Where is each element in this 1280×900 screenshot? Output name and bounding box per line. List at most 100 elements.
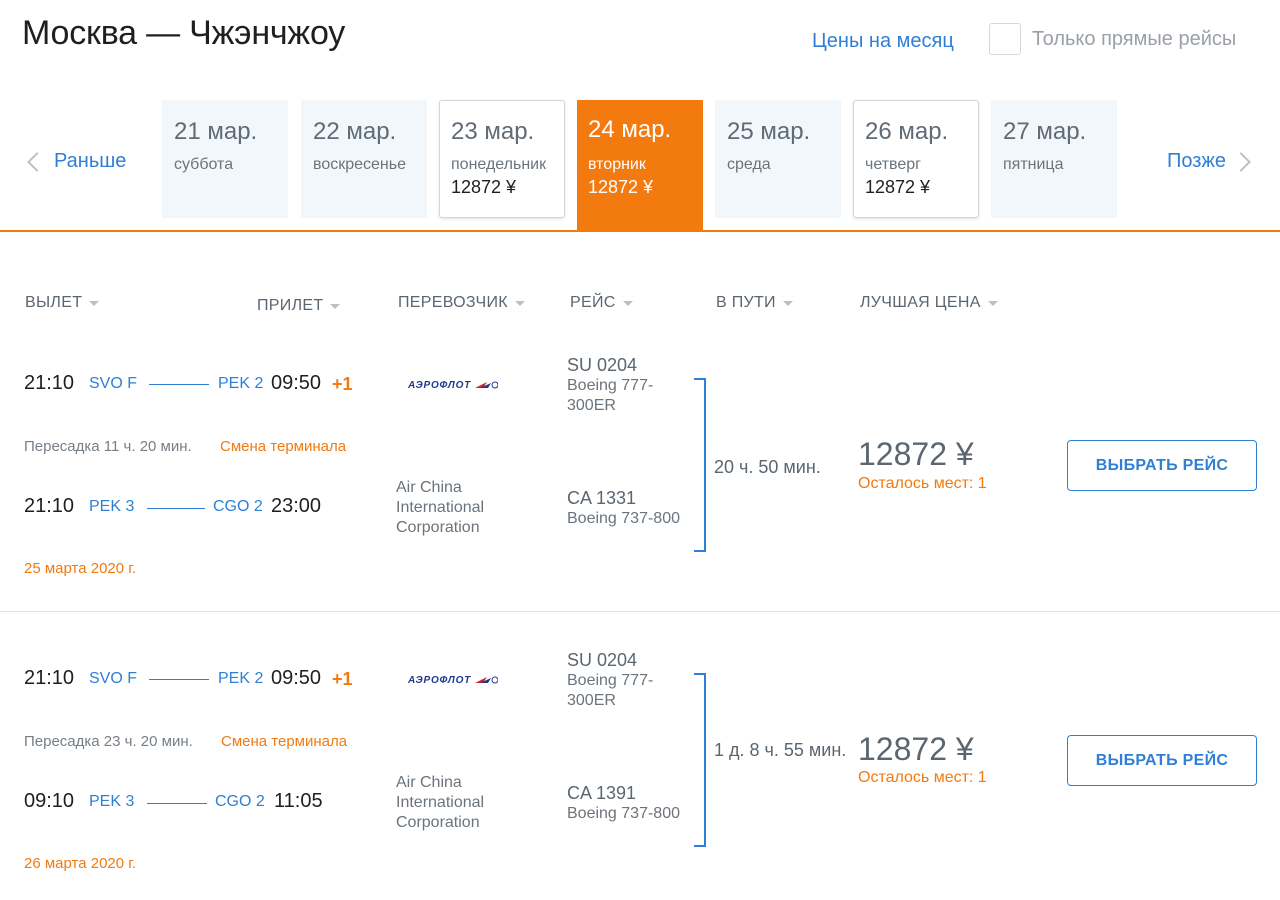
itinerary-bracket <box>694 378 706 552</box>
route-line <box>147 508 205 509</box>
aircraft-type: Boeing 777-300ER <box>567 377 654 414</box>
total-duration: 20 ч. 50 мин. <box>714 457 821 477</box>
sort-departure[interactable]: ВЫЛЕТ <box>25 294 100 312</box>
carrier-name: Air China International Corporation <box>396 479 485 536</box>
earlier-label: Раньше <box>54 150 127 172</box>
flight-number: CA 1331 <box>567 488 637 508</box>
day-tab-24-selected[interactable]: 24 мар. вторник 12872 ¥ <box>577 100 703 231</box>
day-weekday: понедельник <box>451 156 547 173</box>
sort-carrier[interactable]: ПЕРЕВОЗЧИК <box>398 294 525 312</box>
day-date: 22 мар. <box>313 118 397 145</box>
aeroflot-logo: АЭРОФЛОТ <box>408 672 518 688</box>
aircraft-type: Boeing 737-800 <box>567 510 680 527</box>
caret-down-icon <box>782 300 793 306</box>
arr-time: 09:50 <box>271 372 322 394</box>
sort-duration[interactable]: В ПУТИ <box>716 294 793 312</box>
day-weekday: воскресенье <box>313 156 406 173</box>
carrier-name: Air China International Corporation <box>396 774 485 831</box>
day-weekday: суббота <box>174 156 234 173</box>
sort-arrival[interactable]: ПРИЛЕТ <box>257 297 341 315</box>
day-tab-26[interactable]: 26 мар. четверг 12872 ¥ <box>853 100 979 218</box>
price: 12872 ¥ <box>858 436 974 472</box>
day-price: 12872 ¥ <box>588 177 654 197</box>
sort-best-price-label: ЛУЧШАЯ ЦЕНА <box>860 294 981 311</box>
day-price: 12872 ¥ <box>865 177 931 197</box>
day-weekday: пятница <box>1003 156 1064 173</box>
aircraft-type: Boeing 777-300ER <box>567 672 654 709</box>
route-line <box>149 384 209 385</box>
dep-airport: SVO F <box>89 670 138 687</box>
chevron-left-icon <box>27 151 47 172</box>
arr-airport: PEK 2 <box>218 670 264 687</box>
arr-time: 11:05 <box>274 790 323 812</box>
day-weekday: четверг <box>865 156 921 173</box>
aeroflot-wing-icon <box>475 381 499 389</box>
later-label: Позже <box>1167 150 1226 172</box>
day-offset: +1 <box>332 669 353 689</box>
transfer-info: Пересадка 11 ч. 20 мин. <box>24 438 192 455</box>
arr-airport: CGO 2 <box>215 793 265 810</box>
page-title: Москва — Чжэнчжоу <box>22 14 346 52</box>
day-date: 21 мар. <box>174 118 258 145</box>
sort-flight-label: РЕЙС <box>570 294 616 311</box>
sort-departure-label: ВЫЛЕТ <box>25 294 83 311</box>
direct-only-checkbox[interactable] <box>989 23 1021 55</box>
flight-number: SU 0204 <box>567 355 638 375</box>
day-date: 23 мар. <box>451 118 535 145</box>
dep-time: 21:10 <box>24 372 75 394</box>
flight-number: CA 1391 <box>567 783 637 803</box>
select-flight-button[interactable]: ВЫБРАТЬ РЕЙС <box>1067 735 1257 786</box>
arrival-date: 26 марта 2020 г. <box>24 855 137 872</box>
earlier-button[interactable]: Раньше <box>26 150 126 173</box>
terminal-change-note: Смена терминала <box>220 438 347 455</box>
route-line <box>149 679 209 680</box>
aeroflot-wing-icon <box>475 676 499 684</box>
arr-airport: CGO 2 <box>213 498 263 515</box>
dep-airport: SVO F <box>89 375 138 392</box>
itinerary-bracket <box>694 673 706 847</box>
day-date: 24 мар. <box>588 116 672 143</box>
day-tab-25[interactable]: 25 мар. среда <box>715 100 841 218</box>
day-tab-27[interactable]: 27 мар. пятница <box>991 100 1117 218</box>
caret-down-icon <box>622 300 633 306</box>
dep-time: 09:10 <box>24 790 75 812</box>
dep-time: 21:10 <box>24 667 75 689</box>
select-flight-button[interactable]: ВЫБРАТЬ РЕЙС <box>1067 440 1257 491</box>
price: 12872 ¥ <box>858 731 974 767</box>
sort-best-price[interactable]: ЛУЧШАЯ ЦЕНА <box>860 294 998 312</box>
date-strip-divider <box>0 230 1280 232</box>
day-tab-22[interactable]: 22 мар. воскресенье <box>301 100 427 218</box>
aeroflot-logo-text: АЭРОФЛОТ <box>408 379 472 391</box>
direct-only-label[interactable]: Только прямые рейсы <box>1032 28 1237 50</box>
caret-down-icon <box>89 300 100 306</box>
transfer-info: Пересадка 23 ч. 20 мин. <box>24 733 193 750</box>
later-button[interactable]: Позже <box>1167 150 1251 173</box>
seats-left: Осталось мест: 1 <box>858 769 987 786</box>
terminal-change-note: Смена терминала <box>221 733 348 750</box>
day-weekday: среда <box>727 156 771 173</box>
result-divider <box>0 611 1280 612</box>
sort-carrier-label: ПЕРЕВОЗЧИК <box>398 294 508 311</box>
dep-airport: PEK 3 <box>89 498 135 515</box>
caret-down-icon <box>330 303 341 309</box>
aircraft-type: Boeing 737-800 <box>567 805 680 822</box>
day-tab-23[interactable]: 23 мар. понедельник 12872 ¥ <box>439 100 565 218</box>
day-tab-21[interactable]: 21 мар. суббота <box>162 100 288 218</box>
arr-time: 09:50 <box>271 667 322 689</box>
route-line <box>147 803 207 804</box>
caret-down-icon <box>514 300 525 306</box>
day-weekday: вторник <box>588 156 646 173</box>
day-price: 12872 ¥ <box>451 177 517 197</box>
dep-time: 21:10 <box>24 495 75 517</box>
day-date: 27 мар. <box>1003 118 1087 145</box>
total-duration: 1 д. 8 ч. 55 мин. <box>714 740 847 760</box>
seats-left: Осталось мест: 1 <box>858 475 987 492</box>
aeroflot-logo-text: АЭРОФЛОТ <box>408 674 472 686</box>
flight-number: SU 0204 <box>567 650 638 670</box>
sort-arrival-label: ПРИЛЕТ <box>257 297 324 314</box>
day-date: 25 мар. <box>727 118 811 145</box>
month-prices-link[interactable]: Цены на месяц <box>812 30 954 52</box>
arr-time: 23:00 <box>271 495 322 517</box>
dep-airport: PEK 3 <box>89 793 135 810</box>
sort-flight[interactable]: РЕЙС <box>570 294 633 312</box>
